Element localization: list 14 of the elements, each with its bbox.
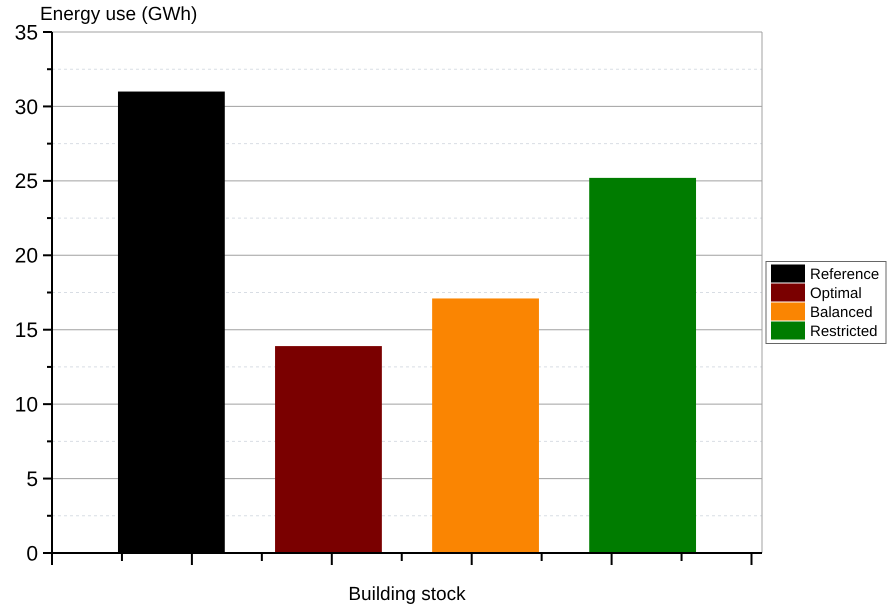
y-tick-label: 10 (14, 393, 38, 416)
y-tick-label: 5 (26, 468, 38, 491)
y-tick-label: 0 (26, 542, 38, 566)
y-tick-label: 35 (14, 21, 38, 44)
y-tick-label: 20 (14, 244, 38, 268)
y-axis-title: Energy use (GWh) (40, 4, 198, 25)
legend-label: Restricted (810, 322, 878, 340)
x-axis-title: Building stock (348, 584, 466, 605)
y-tick-label: 30 (14, 96, 38, 119)
legend-label: Balanced (810, 304, 873, 321)
y-tick-label: 15 (14, 319, 38, 342)
y-tick-label: 25 (14, 170, 38, 194)
legend-label: Reference (810, 266, 880, 283)
legend-label: Optimal (810, 284, 862, 302)
